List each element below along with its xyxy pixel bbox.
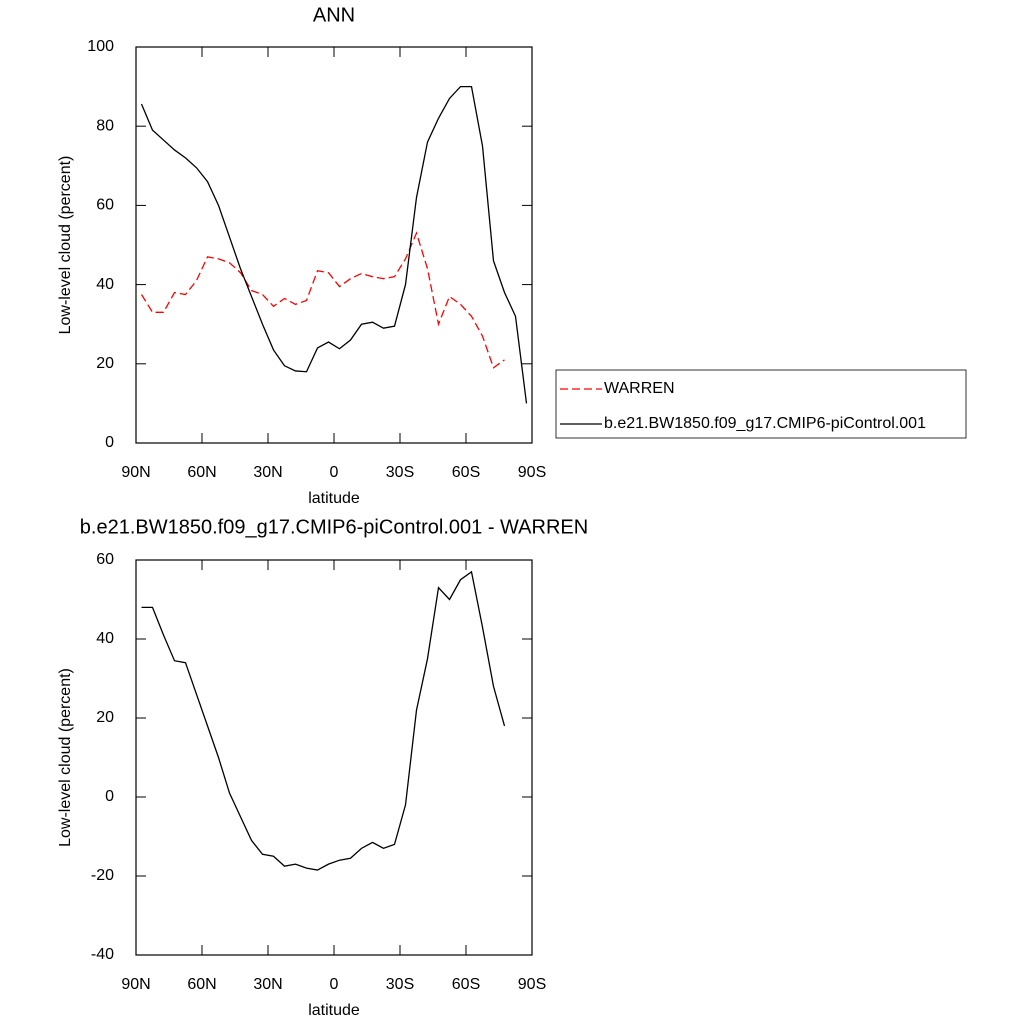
plot-frame	[135, 46, 533, 444]
y-tick-label: 40	[96, 276, 114, 293]
y-tick-label: -20	[91, 867, 114, 884]
data-line	[141, 570, 506, 871]
legend: WARREN b.e21.BW1850.f09_g17.CMIP6-piContr…	[555, 369, 967, 439]
data-line	[140, 85, 528, 404]
plot-frame	[135, 559, 533, 956]
legend-frame	[555, 369, 967, 439]
chart-title: ANN	[313, 4, 355, 26]
y-tick-label: 40	[96, 630, 114, 647]
y-axis-label: Low-level cloud (percent)	[57, 156, 74, 335]
chart-title: b.e21.BW1850.f09_g17.CMIP6-piControl.001…	[80, 516, 588, 538]
y-tick-label: 0	[105, 788, 114, 805]
y-tick-label: 20	[96, 709, 114, 726]
y-tick-label: -40	[91, 946, 114, 963]
x-tick-label: 90S	[518, 464, 546, 481]
x-tick-label: 0	[330, 976, 339, 993]
x-tick-label: 90N	[121, 464, 150, 481]
x-tick-label: 60N	[187, 464, 216, 481]
legend-label: b.e21.BW1850.f09_g17.CMIP6-piControl.001	[604, 415, 926, 432]
y-tick-label: 60	[96, 197, 114, 214]
x-tick-label: 60S	[452, 464, 480, 481]
chart: ANN latitude Low-level cloud (percent) 90N 6…	[57, 4, 967, 507]
y-tick-label: 80	[96, 117, 114, 134]
x-tick-label: 90S	[518, 976, 546, 993]
y-tick-label: 60	[96, 551, 114, 568]
x-tick-label: 30S	[386, 976, 414, 993]
x-tick-label: 30N	[253, 976, 282, 993]
x-tick-label: 30N	[253, 464, 282, 481]
chart: b.e21.BW1850.f09_g17.CMIP6-piControl.001…	[57, 516, 588, 1019]
data-line	[140, 231, 505, 369]
x-tick-label: 90N	[121, 976, 150, 993]
y-tick-label: 0	[105, 434, 114, 451]
legend-label: WARREN	[604, 380, 675, 397]
y-tick-label: 20	[96, 355, 114, 372]
x-axis-label: latitude	[308, 490, 360, 507]
x-tick-label: 60N	[187, 976, 216, 993]
y-axis-label: Low-level cloud (percent)	[57, 668, 74, 847]
x-axis-label: latitude	[308, 1002, 360, 1019]
x-tick-label: 60S	[452, 976, 480, 993]
x-tick-label: 0	[330, 464, 339, 481]
y-tick-label: 100	[87, 38, 114, 55]
x-tick-label: 30S	[386, 464, 414, 481]
